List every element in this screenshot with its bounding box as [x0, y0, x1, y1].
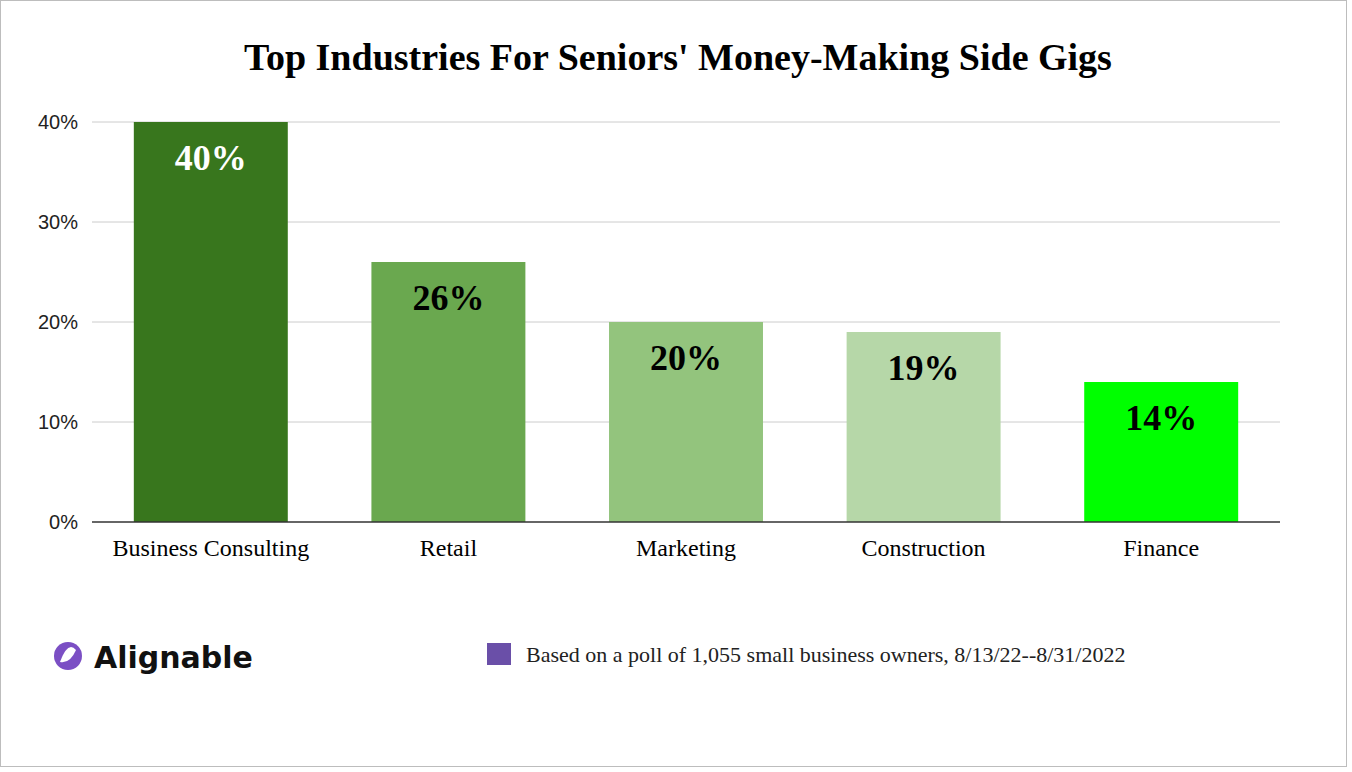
data-label: 20%	[650, 338, 722, 378]
x-tick-label: Finance	[1123, 535, 1199, 561]
note: Based on a poll of 1,055 small business …	[526, 642, 1125, 667]
labels: 40% Business Consulting 26% Retail 20% Market…	[112, 138, 1199, 561]
chart-svg: Top Industries For Seniors' Money-Making…	[0, 0, 1352, 772]
bar	[371, 262, 525, 522]
logo-text: Alignable	[94, 640, 253, 675]
logo: Alignable	[54, 640, 253, 675]
y-tick-label: 20%	[38, 311, 78, 333]
x-tick-label: Construction	[862, 535, 986, 561]
data-label: 14%	[1125, 398, 1197, 438]
title: Top Industries For Seniors' Money-Making…	[244, 36, 1112, 78]
data-label: 26%	[412, 278, 484, 318]
note-swatch	[487, 643, 511, 665]
x-tick-label: Retail	[420, 535, 478, 561]
x-tick-label: Marketing	[636, 535, 736, 561]
chart-root: Top Industries For Seniors' Money-Making…	[0, 0, 1352, 772]
x-axis-line	[92, 521, 1280, 523]
logo-icon-detail	[60, 647, 76, 662]
y-axis: 0% 10% 20% 30% 40%	[38, 111, 1280, 533]
data-label: 19%	[888, 348, 960, 388]
logo-icon	[54, 642, 82, 670]
y-tick-label: 30%	[38, 211, 78, 233]
x-tick-label: Business Consulting	[112, 535, 309, 561]
bar	[134, 122, 288, 522]
bar	[1084, 382, 1238, 522]
bars	[134, 122, 1238, 522]
y-tick-label: 0%	[49, 511, 78, 533]
frame	[1, 1, 1347, 767]
data-label: 40%	[175, 138, 247, 178]
bar	[609, 322, 763, 522]
bar	[847, 332, 1001, 522]
y-tick-label: 10%	[38, 411, 78, 433]
y-tick-label: 40%	[38, 111, 78, 133]
